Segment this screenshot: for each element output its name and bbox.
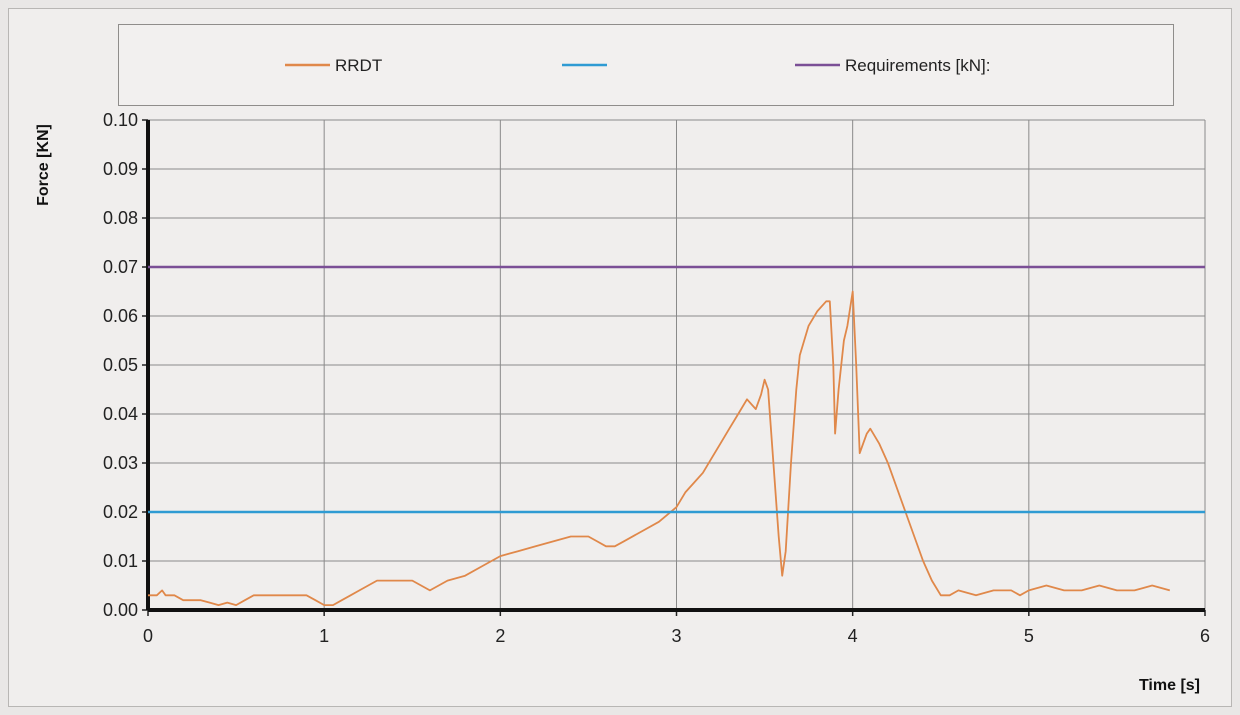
x-tick-label: 3 [671, 626, 681, 646]
x-tick-label: 6 [1200, 626, 1210, 646]
y-tick-label: 0.08 [103, 208, 138, 228]
y-tick-label: 0.09 [103, 159, 138, 179]
series-line-0 [148, 290, 1171, 606]
x-tick-label: 0 [143, 626, 153, 646]
x-axis-title: Time [s] [1139, 677, 1200, 694]
x-tick-label: 5 [1024, 626, 1034, 646]
x-tick-label: 2 [495, 626, 505, 646]
legend-label-0: RRDT [335, 56, 382, 75]
y-tick-label: 0.01 [103, 551, 138, 571]
series-lines [148, 265, 1205, 606]
y-tick-label: 0.03 [103, 453, 138, 473]
y-tick-label: 0.05 [103, 355, 138, 375]
y-tick-label: 0.00 [103, 600, 138, 620]
y-tick-label: 0.04 [103, 404, 138, 424]
y-tick-label: 0.02 [103, 502, 138, 522]
legend-label-2: Requirements [kN]: [845, 56, 991, 75]
axes [142, 119, 1206, 616]
y-tick-label: 0.07 [103, 257, 138, 277]
y-tick-label: 0.10 [103, 110, 138, 130]
y-axis-title: Force [KN] [35, 124, 52, 206]
y-tick-label: 0.06 [103, 306, 138, 326]
tick-labels: 0.00 0.01 0.02 0.03 0.04 0.05 0.06 0.07 0.08 0.09… [103, 110, 1210, 646]
legend-items: RRDT Requirements [kN]: [285, 56, 991, 75]
x-tick-label: 4 [848, 626, 858, 646]
grid [147, 119, 1206, 611]
x-tick-label: 1 [319, 626, 329, 646]
